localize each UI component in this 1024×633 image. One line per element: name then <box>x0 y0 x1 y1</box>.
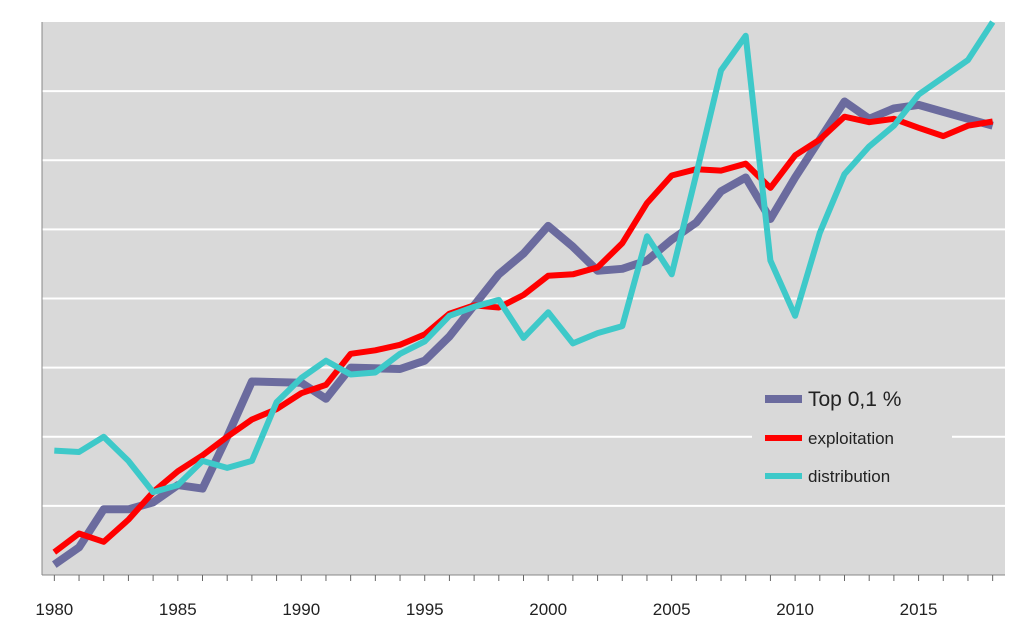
x-axis-tick-labels: 1980 1985 1990 1995 2000 2005 2010 2015 <box>35 600 937 619</box>
x-tick-label: 2010 <box>776 600 814 619</box>
series-line-top-0-1 <box>52 97 994 568</box>
legend: Top 0,1 % exploitation distribution <box>752 372 952 498</box>
x-tick-label: 1990 <box>282 600 320 619</box>
x-axis-ticks <box>53 575 994 581</box>
legend-label-top-0-1: Top 0,1 % <box>808 388 901 411</box>
series-line-exploitation <box>52 113 994 555</box>
legend-label-distribution: distribution <box>808 467 890 486</box>
series-line-distribution <box>54 20 996 496</box>
gridlines <box>42 90 1005 507</box>
x-tick-label: 1995 <box>406 600 444 619</box>
legend-label-exploitation: exploitation <box>808 429 894 448</box>
x-tick-label: 1980 <box>35 600 73 619</box>
x-tick-label: 2015 <box>900 600 938 619</box>
series-layer <box>52 20 996 568</box>
x-tick-label: 1985 <box>159 600 197 619</box>
x-tick-label: 2005 <box>653 600 691 619</box>
x-tick-label: 2000 <box>529 600 567 619</box>
